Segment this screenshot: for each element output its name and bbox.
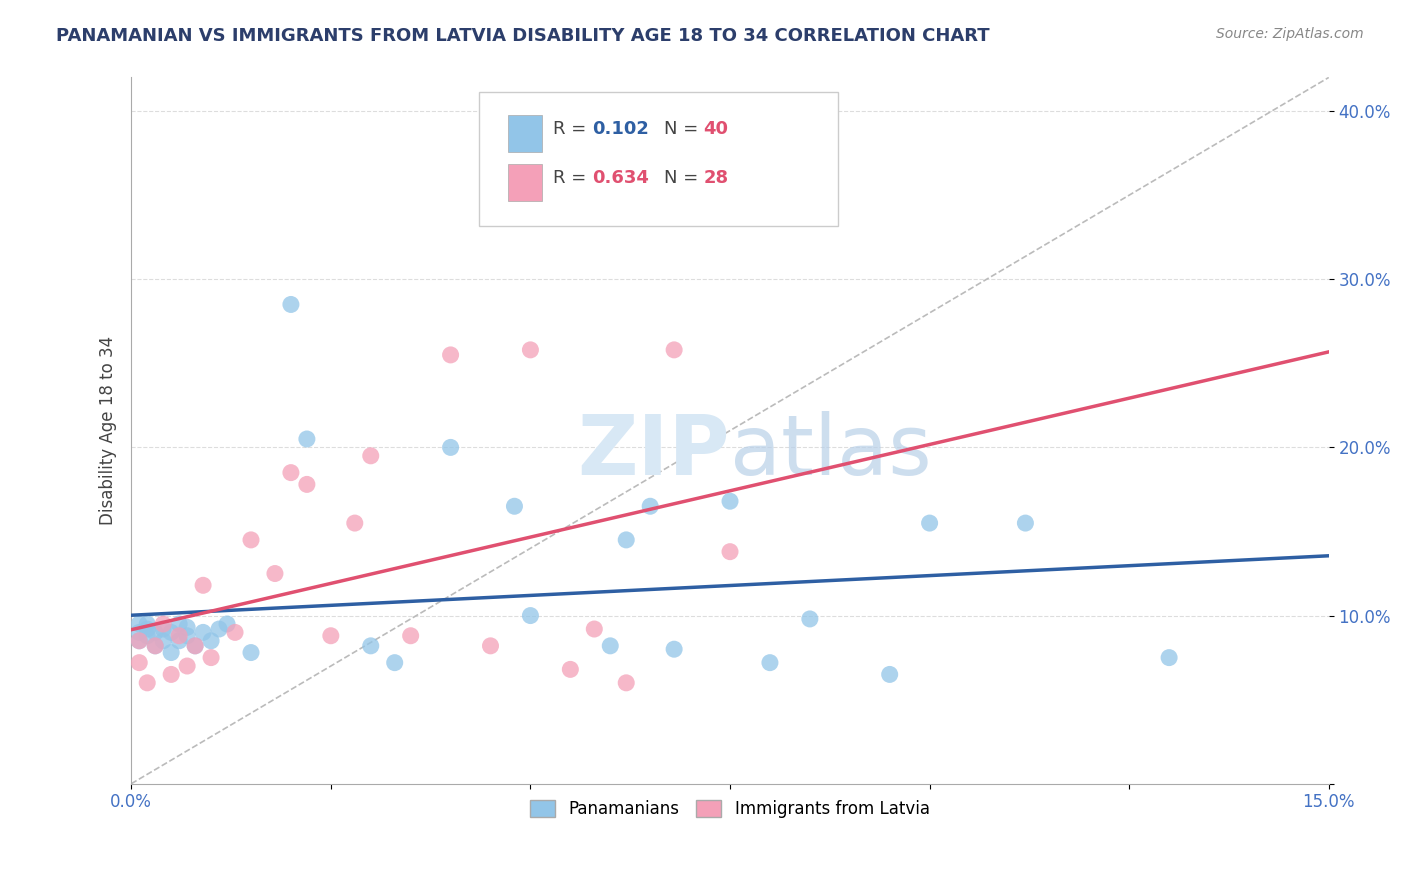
Point	[360, 639, 382, 653]
Point	[152, 633, 174, 648]
Point	[614, 533, 637, 547]
Point	[295, 432, 318, 446]
Point	[167, 633, 190, 648]
Point	[200, 650, 222, 665]
Y-axis label: Disability Age 18 to 34: Disability Age 18 to 34	[100, 336, 117, 525]
Point	[191, 625, 214, 640]
Text: 0.634: 0.634	[592, 169, 650, 187]
Point	[264, 566, 287, 581]
Point	[184, 639, 207, 653]
Bar	[509, 115, 541, 152]
Point	[503, 500, 526, 514]
Text: N =: N =	[664, 120, 704, 138]
Point	[128, 633, 150, 648]
Point	[128, 656, 150, 670]
Text: 40: 40	[703, 120, 728, 138]
Point	[399, 629, 422, 643]
Point	[200, 633, 222, 648]
Point	[479, 639, 502, 653]
Point	[240, 533, 263, 547]
Point	[280, 466, 302, 480]
Point	[1014, 516, 1036, 530]
Point	[519, 343, 541, 357]
Point	[215, 617, 238, 632]
Point	[167, 629, 190, 643]
Point	[160, 646, 183, 660]
Text: ZIP: ZIP	[578, 411, 730, 492]
Point	[160, 667, 183, 681]
Point	[439, 348, 461, 362]
Point	[662, 642, 685, 657]
Bar	[509, 164, 541, 201]
Point	[208, 622, 231, 636]
Point	[662, 343, 685, 357]
Point	[879, 667, 901, 681]
Text: 0.102: 0.102	[592, 120, 650, 138]
Point	[280, 297, 302, 311]
Point	[152, 622, 174, 636]
Point	[583, 622, 606, 636]
Point	[176, 620, 198, 634]
Point	[224, 625, 246, 640]
Point	[128, 625, 150, 640]
Point	[176, 629, 198, 643]
Point	[160, 625, 183, 640]
Point	[128, 633, 150, 648]
Point	[184, 639, 207, 653]
Point	[759, 656, 782, 670]
Point	[152, 617, 174, 632]
Point	[560, 662, 582, 676]
Point	[136, 629, 159, 643]
Point	[128, 617, 150, 632]
Point	[360, 449, 382, 463]
Point	[176, 659, 198, 673]
Point	[439, 441, 461, 455]
Point	[799, 612, 821, 626]
Point	[638, 500, 661, 514]
Point	[136, 622, 159, 636]
Legend: Panamanians, Immigrants from Latvia: Panamanians, Immigrants from Latvia	[523, 793, 936, 825]
Point	[519, 608, 541, 623]
Text: R =: R =	[553, 120, 592, 138]
Point	[136, 676, 159, 690]
Text: Source: ZipAtlas.com: Source: ZipAtlas.com	[1216, 27, 1364, 41]
Point	[240, 646, 263, 660]
Point	[143, 639, 166, 653]
Text: PANAMANIAN VS IMMIGRANTS FROM LATVIA DISABILITY AGE 18 TO 34 CORRELATION CHART: PANAMANIAN VS IMMIGRANTS FROM LATVIA DIS…	[56, 27, 990, 45]
Point	[136, 617, 159, 632]
Point	[167, 617, 190, 632]
Point	[191, 578, 214, 592]
Point	[143, 639, 166, 653]
Text: atlas: atlas	[730, 411, 932, 492]
Text: N =: N =	[664, 169, 704, 187]
Point	[1159, 650, 1181, 665]
Text: 28: 28	[703, 169, 728, 187]
Point	[918, 516, 941, 530]
Point	[143, 625, 166, 640]
Point	[319, 629, 342, 643]
Point	[599, 639, 621, 653]
Point	[718, 494, 741, 508]
Point	[343, 516, 366, 530]
FancyBboxPatch shape	[478, 92, 838, 226]
Point	[384, 656, 406, 670]
Point	[718, 544, 741, 558]
Text: R =: R =	[553, 169, 592, 187]
Point	[295, 477, 318, 491]
Point	[614, 676, 637, 690]
